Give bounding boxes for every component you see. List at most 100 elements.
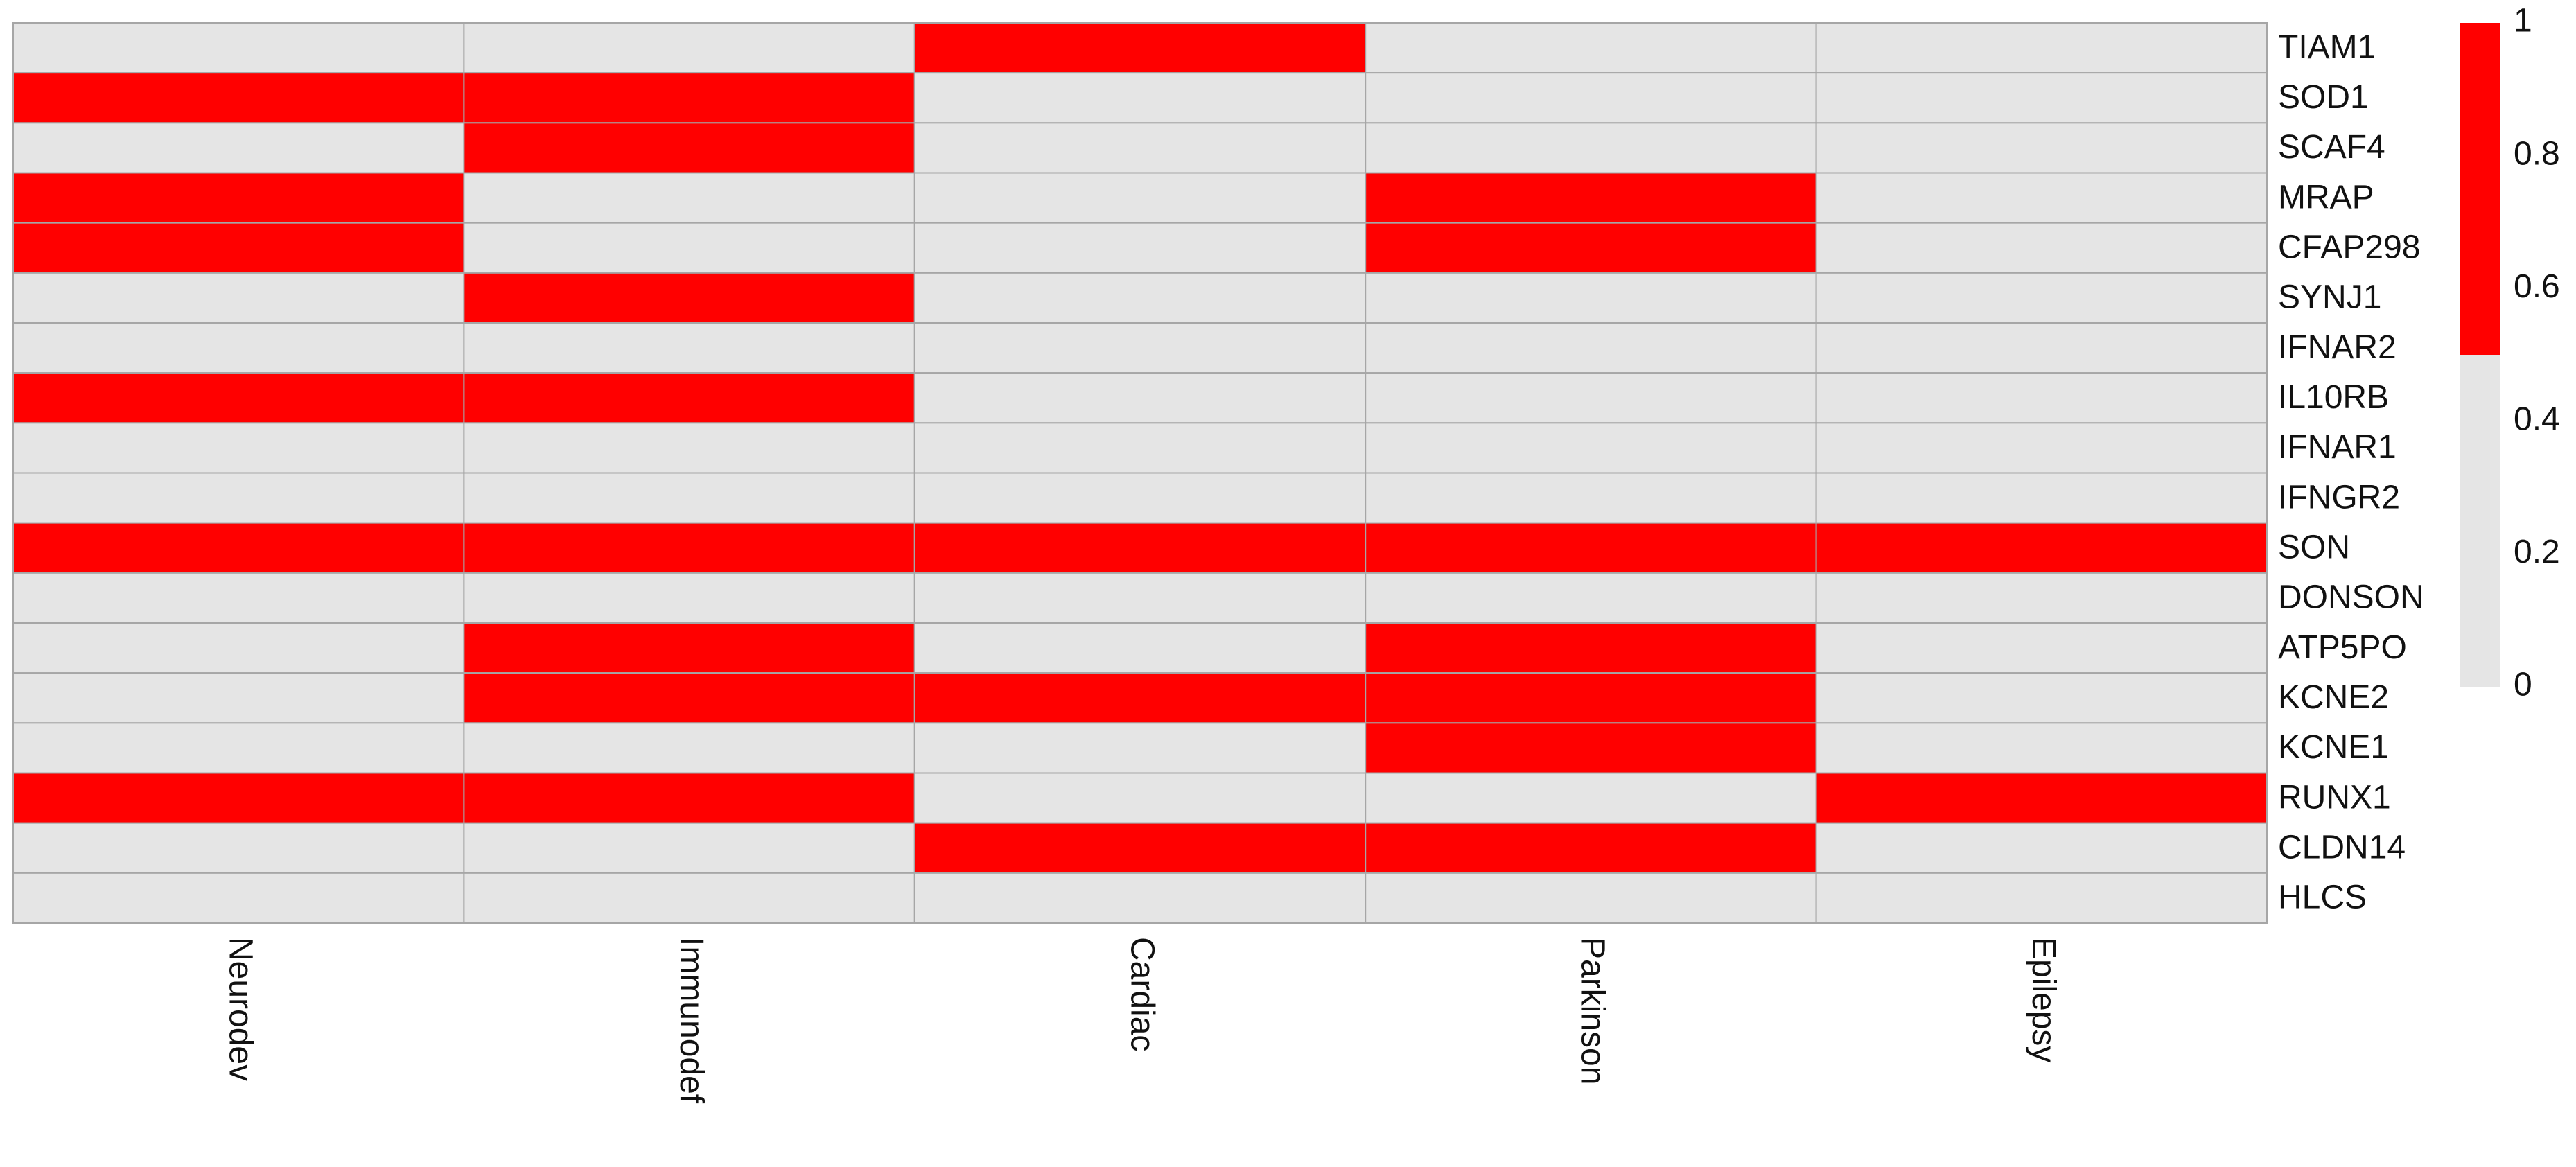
row-label: SON <box>2278 529 2350 565</box>
heatmap-cell <box>463 122 915 174</box>
row-label: KCNE1 <box>2278 729 2389 766</box>
heatmap-cell <box>1815 572 2268 624</box>
heatmap-cell <box>913 272 1367 324</box>
heatmap-cell <box>12 572 465 624</box>
heatmap-cell <box>1815 822 2268 874</box>
heatmap-cell <box>1365 822 1817 874</box>
column-label: Parkinson <box>1575 937 1611 1085</box>
row-label: HLCS <box>2278 879 2367 916</box>
heatmap-cell <box>1365 222 1817 274</box>
heatmap-cell <box>1365 72 1817 124</box>
row-label: IL10RB <box>2278 379 2389 416</box>
row-label: SOD1 <box>2278 79 2369 116</box>
heatmap-cell <box>913 672 1367 724</box>
row-label: CFAP298 <box>2278 229 2420 265</box>
colorbar-tick-label: 1 <box>2514 3 2532 40</box>
heatmap-cell <box>12 72 465 124</box>
heatmap-cell <box>463 222 915 274</box>
row-label: DONSON <box>2278 579 2424 616</box>
heatmap-cell <box>12 822 465 874</box>
heatmap-cell <box>463 472 915 524</box>
heatmap-cell <box>913 122 1367 174</box>
heatmap-cell <box>1815 722 2268 774</box>
heatmap-cell <box>913 722 1367 774</box>
heatmap-cell <box>1815 872 2268 924</box>
heatmap-cell <box>463 372 915 424</box>
heatmap-cell <box>913 822 1367 874</box>
heatmap-cell <box>12 372 465 424</box>
heatmap-cell <box>1815 222 2268 274</box>
heatmap-cell <box>1365 172 1817 224</box>
heatmap-cell <box>913 522 1367 574</box>
row-label: SYNJ1 <box>2278 279 2381 316</box>
heatmap-cell <box>1365 22 1817 74</box>
heatmap-cell <box>12 872 465 924</box>
heatmap-cell <box>1365 272 1817 324</box>
heatmap-cell <box>1365 372 1817 424</box>
heatmap-cell <box>1365 572 1817 624</box>
heatmap-cell <box>463 422 915 474</box>
heatmap-cell <box>1815 622 2268 674</box>
column-label: Neurodev <box>222 937 259 1081</box>
heatmap-cell <box>1815 772 2268 824</box>
heatmap-cell <box>463 572 915 624</box>
heatmap-cell <box>12 422 465 474</box>
heatmap-cell <box>913 422 1367 474</box>
heatmap-cell <box>913 772 1367 824</box>
column-label: Epilepsy <box>2025 937 2062 1062</box>
heatmap-cell <box>1365 322 1817 374</box>
heatmap-cell <box>463 672 915 724</box>
row-label: CLDN14 <box>2278 829 2406 866</box>
heatmap-cell <box>1365 122 1817 174</box>
heatmap-cell <box>1815 322 2268 374</box>
colorbar-tick-label: 0 <box>2514 667 2532 703</box>
column-label: Cardiac <box>1123 937 1160 1051</box>
heatmap-cell <box>913 72 1367 124</box>
heatmap-cell <box>463 872 915 924</box>
row-label: IFNAR2 <box>2278 329 2397 366</box>
row-label: MRAP <box>2278 179 2374 216</box>
heatmap-cell <box>463 172 915 224</box>
colorbar-tick-label: 0.8 <box>2514 135 2560 172</box>
heatmap-cell <box>463 322 915 374</box>
heatmap-cell <box>1815 272 2268 324</box>
column-label: Immunodef <box>673 937 710 1104</box>
heatmap-cell <box>913 172 1367 224</box>
colorbar-tick-label: 0.4 <box>2514 401 2560 437</box>
heatmap-cell <box>1815 172 2268 224</box>
row-label: IFNAR1 <box>2278 429 2397 466</box>
heatmap-cell <box>1815 22 2268 74</box>
heatmap-cell <box>913 472 1367 524</box>
row-label: KCNE2 <box>2278 679 2389 716</box>
colorbar-segment <box>2460 355 2500 687</box>
heatmap-cell <box>463 722 915 774</box>
heatmap-cell <box>12 122 465 174</box>
heatmap-cell <box>1815 372 2268 424</box>
heatmap-cell <box>913 872 1367 924</box>
heatmap-cell <box>913 622 1367 674</box>
heatmap-cell <box>1365 422 1817 474</box>
heatmap-cell <box>463 622 915 674</box>
heatmap-cell <box>1365 772 1817 824</box>
heatmap-cell <box>463 772 915 824</box>
heatmap-cell <box>12 172 465 224</box>
heatmap-cell <box>1815 72 2268 124</box>
colorbar-tick-label: 0.2 <box>2514 534 2560 570</box>
heatmap-cell <box>463 822 915 874</box>
colorbar-segment <box>2460 23 2500 355</box>
heatmap-cell <box>12 222 465 274</box>
heatmap-cell <box>913 322 1367 374</box>
heatmap-cell <box>1815 522 2268 574</box>
heatmap-cell <box>12 672 465 724</box>
row-label: TIAM1 <box>2278 29 2376 66</box>
heatmap-cell <box>12 472 465 524</box>
heatmap-cell <box>463 22 915 74</box>
heatmap-cell <box>1815 122 2268 174</box>
heatmap-cell <box>1365 622 1817 674</box>
heatmap-cell <box>12 272 465 324</box>
row-label: IFNGR2 <box>2278 479 2400 516</box>
colorbar-tick-label: 0.6 <box>2514 268 2560 305</box>
heatmap-cell <box>913 572 1367 624</box>
heatmap-cell <box>1365 722 1817 774</box>
